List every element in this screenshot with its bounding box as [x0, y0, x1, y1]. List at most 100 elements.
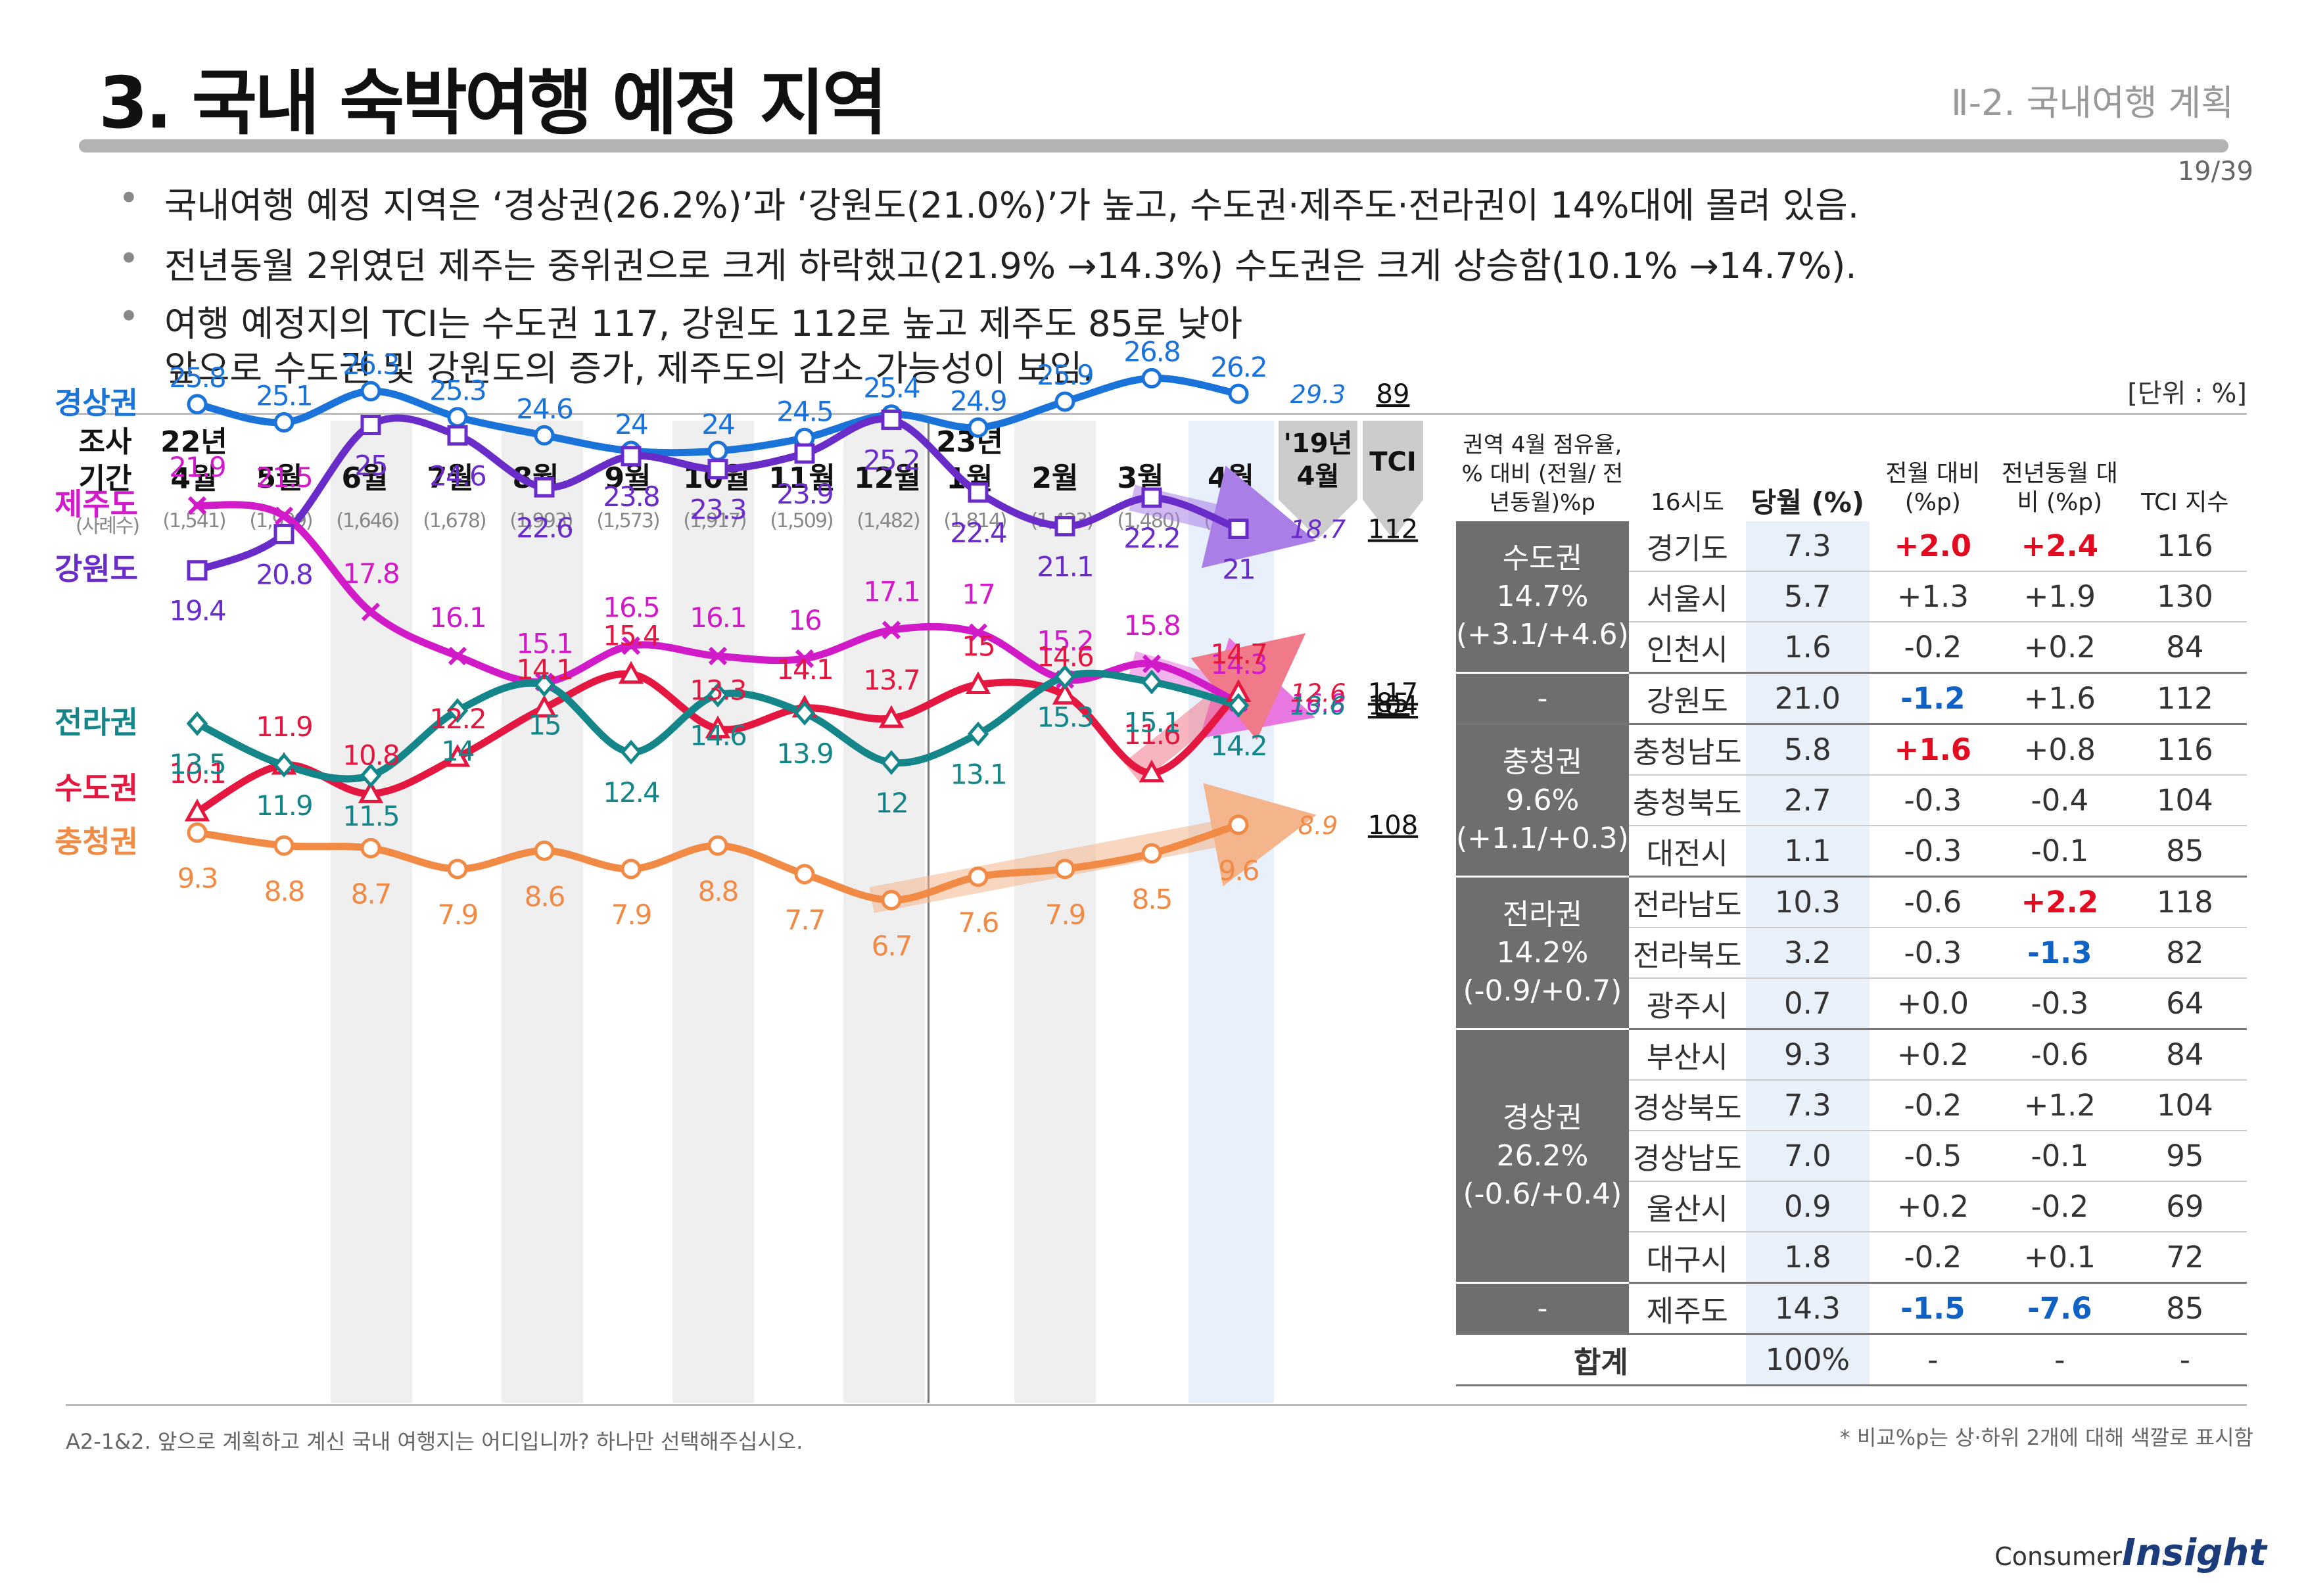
- legend-label-1: 강원도: [55, 552, 138, 587]
- cell-mom: -0.6: [1869, 876, 1996, 928]
- total-yoy: -: [1996, 1334, 2123, 1386]
- cell-tci: 118: [2123, 876, 2247, 928]
- point-0-0: [187, 394, 208, 415]
- value-label-1-11: 22.2: [1123, 522, 1180, 554]
- point-2-11: [1142, 654, 1162, 674]
- cell-mom: +1.3: [1869, 571, 1996, 622]
- region-region: -: [1537, 681, 1548, 715]
- value-label-4-5: 12.4: [603, 776, 659, 809]
- point-0-10: [1054, 391, 1075, 412]
- cell-yoy: +0.1: [1996, 1232, 2123, 1284]
- cell-cur: 10.3: [1745, 876, 1870, 928]
- cell-name: 경기도: [1628, 521, 1746, 572]
- cell-mom: -0.2: [1869, 622, 1996, 674]
- cell-mom: -0.3: [1869, 927, 1996, 979]
- value-label-2-12: 14.3: [1210, 648, 1267, 680]
- value-label-1-7: 23.9: [776, 478, 833, 510]
- table-row: 대전시 1.1 -0.3 -0.1 85: [1456, 826, 2247, 878]
- legend-label-3: 수도권: [55, 770, 138, 806]
- value-label-5-12: 9.6: [1219, 855, 1259, 887]
- tci-header: TCI: [1369, 447, 1417, 477]
- tci-4: 104: [1368, 691, 1418, 721]
- value-label-0-3: 25.3: [429, 375, 486, 407]
- band-10: [672, 421, 754, 1403]
- prev-year-header: '19년 4월: [1283, 429, 1353, 492]
- sample-5: (1,573): [596, 509, 660, 532]
- point-4-0: [186, 711, 208, 736]
- brand-logo: ConsumerInsight: [1994, 1532, 2267, 1574]
- cell-cur: 5.7: [1745, 571, 1870, 622]
- cell-yoy: -1.3: [1996, 927, 2123, 979]
- cell-name: 제주도: [1628, 1282, 1746, 1335]
- point-3-11: [1139, 759, 1165, 783]
- cell-name: 대전시: [1628, 826, 1746, 878]
- value-label-2-5: 16.5: [603, 591, 659, 623]
- point-0-3: [447, 407, 468, 428]
- value-label-3-0: 10.1: [169, 757, 225, 789]
- point-3-2: [358, 780, 384, 803]
- legend-label-0: 경상권: [55, 385, 138, 421]
- cell-cur: 7.0: [1745, 1131, 1870, 1182]
- value-label-0-9: 24.9: [950, 385, 1006, 417]
- cell-mom: -0.5: [1869, 1131, 1996, 1182]
- cell-tci: 84: [2123, 622, 2247, 674]
- point-1-2: [360, 415, 381, 435]
- section-label: Ⅱ-2. 국내여행 계획: [1951, 82, 2234, 124]
- value-label-1-8: 25.2: [863, 444, 920, 477]
- value-label-4-1: 11.9: [256, 789, 312, 822]
- point-3-0: [184, 798, 210, 822]
- cell-yoy: +1.6: [1996, 672, 2123, 725]
- point-5-8: [881, 889, 902, 910]
- table-row: 인천시 1.6 -0.2 +0.2 84: [1456, 622, 2247, 674]
- point-4-7: [793, 701, 816, 726]
- cell-mom: +0.2: [1869, 1181, 1996, 1232]
- region-change: (+1.1/+0.3): [1456, 821, 1629, 855]
- cell-name: 충청북도: [1628, 775, 1746, 826]
- band-2: [1014, 421, 1096, 1403]
- point-5-7: [794, 864, 815, 885]
- region-change: (-0.6/+0.4): [1463, 1177, 1622, 1211]
- value-label-5-4: 8.6: [525, 880, 565, 912]
- cell-mom: -1.2: [1869, 672, 1996, 725]
- point-3-4: [531, 694, 557, 718]
- point-4-4: [533, 672, 555, 697]
- value-label-2-1: 21.5: [256, 461, 312, 494]
- sample-9: (1,814): [943, 509, 1007, 532]
- point-0-12: [1228, 383, 1249, 404]
- table-row: 전라권 14.2% (-0.9/+0.7) 전라남도 10.3 -0.6 +2.2 118: [1456, 876, 2247, 1030]
- point-4-9: [967, 721, 989, 747]
- cell-yoy: +0.8: [1996, 724, 2123, 776]
- cell-cur: 9.3: [1745, 1029, 1870, 1081]
- th-yoy: 전년동월 대비 (%p): [2001, 460, 2118, 516]
- th-region: 권역 4월 점유율, % 대비 (전월/ 전년동월)%p: [1461, 432, 1624, 516]
- cell-cur: 5.8: [1745, 724, 1870, 776]
- table-row: - 제주도 14.3 -1.5 -7.6 85: [1456, 1282, 2247, 1335]
- cell-tci: 116: [2123, 724, 2247, 776]
- brand-name: Insight: [2122, 1532, 2267, 1574]
- table-row: 충청권 9.6% (+1.1/+0.3) 충청남도 5.8 +1.6 +0.8 116: [1456, 724, 2247, 878]
- value-label-3-1: 11.9: [256, 711, 312, 743]
- point-1-6: [707, 459, 728, 480]
- point-0-2: [360, 381, 381, 402]
- region-region: 경상권: [1502, 1100, 1583, 1135]
- region-share: 9.6%: [1505, 783, 1580, 817]
- value-label-5-6: 8.8: [698, 875, 738, 907]
- sudo-arrow: [1123, 633, 1306, 784]
- value-label-4-0: 13.5: [169, 748, 225, 780]
- value-label-5-5: 7.9: [611, 899, 651, 931]
- value-label-0-2: 26.3: [342, 348, 399, 381]
- value-label-2-2: 17.8: [342, 557, 399, 590]
- cell-name: 울산시: [1628, 1181, 1746, 1232]
- value-label-2-6: 16.1: [690, 601, 746, 634]
- value-label-4-9: 13.1: [950, 759, 1006, 791]
- cell-tci: 84: [2123, 1029, 2247, 1081]
- value-label-3-2: 10.8: [342, 739, 399, 771]
- value-label-1-5: 23.8: [603, 481, 659, 513]
- value-label-5-9: 7.6: [958, 906, 999, 939]
- point-2-8: [882, 621, 901, 640]
- total-mom: -: [1869, 1334, 1996, 1386]
- value-label-2-0: 21.9: [169, 451, 225, 483]
- value-label-3-9: 15: [962, 630, 994, 663]
- value-label-0-5: 24: [615, 408, 647, 440]
- point-3-5: [618, 661, 644, 684]
